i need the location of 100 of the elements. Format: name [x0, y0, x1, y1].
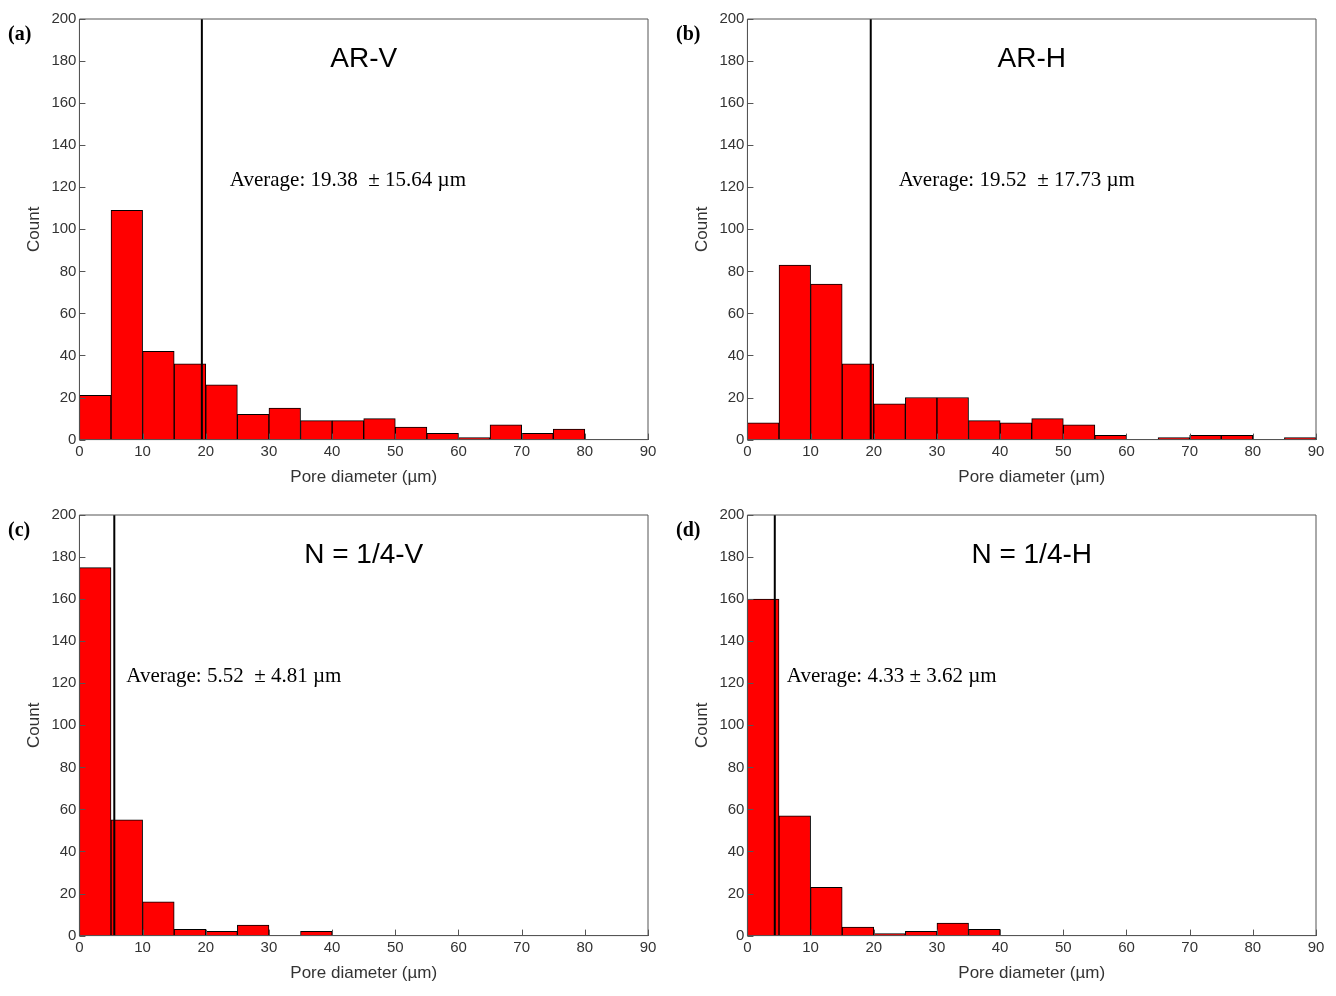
x-tick-label: 30	[260, 441, 278, 459]
y-tick-label: 120	[51, 673, 77, 691]
y-tick-label: 80	[727, 261, 745, 279]
x-tick-label: 20	[865, 441, 883, 459]
text: (a)	[8, 22, 32, 46]
y-tick-label: 20	[727, 883, 745, 901]
x-tick-label: 10	[802, 937, 819, 955]
x-tick-label: 20	[865, 937, 883, 955]
y-tick-label: 20	[59, 387, 77, 405]
y-tick-label: 80	[59, 261, 77, 279]
x-tick-label: 70	[1181, 441, 1198, 459]
y-tick-label: 100	[51, 219, 77, 237]
x-tick-label: 10	[134, 937, 151, 955]
ref-line-label: Average: 19.52 ± 17.73 µm	[898, 167, 1135, 192]
x-axis-title: Pore diameter (µm)	[958, 467, 1106, 487]
y-tick-label: 120	[719, 177, 745, 195]
y-axis-title: Count	[691, 206, 711, 252]
y-tick-label: 100	[51, 715, 77, 733]
x-tick-label: 20	[197, 441, 215, 459]
y-tick-label: 0	[736, 925, 745, 943]
y-axis-title: Count	[23, 702, 43, 748]
y-tick-label: 40	[727, 345, 745, 363]
x-tick-label: 80	[576, 937, 594, 955]
y-tick-label: 180	[719, 51, 745, 69]
x-tick-label: 30	[928, 937, 946, 955]
x-tick-label: 30	[928, 441, 946, 459]
y-tick-label: 200	[719, 9, 745, 27]
y-tick-label: 60	[727, 799, 745, 817]
x-tick-label: 10	[134, 441, 151, 459]
y-tick-label: 140	[719, 135, 745, 153]
x-tick-label: 80	[1244, 937, 1262, 955]
y-tick-label: 200	[51, 9, 77, 27]
x-tick-label: 30	[260, 937, 278, 955]
x-tick-label: 50	[386, 937, 404, 955]
y-tick-label: 200	[51, 505, 77, 523]
x-tick-label: 60	[1118, 937, 1135, 955]
y-tick-label: 140	[51, 631, 77, 649]
x-tick-label: 70	[513, 937, 530, 955]
ref-line-label: Average: 5.52 ± 4.81 µm	[126, 663, 342, 688]
y-tick-label: 180	[719, 547, 745, 565]
y-tick-label: 60	[59, 799, 77, 817]
x-tick-label: 40	[991, 937, 1009, 955]
x-tick-label: 60	[450, 441, 467, 459]
x-tick-label: 80	[576, 441, 594, 459]
y-tick-label: 0	[736, 429, 745, 447]
text: AR-H	[997, 41, 1066, 73]
x-tick-label: 60	[450, 937, 467, 955]
y-tick-label: 0	[68, 429, 77, 447]
x-tick-label: 90	[1307, 441, 1325, 459]
y-tick-label: 100	[719, 219, 745, 237]
y-tick-label: 140	[51, 135, 77, 153]
text: N = 1/4-H	[971, 537, 1093, 569]
y-tick-label: 80	[727, 757, 745, 775]
text: (d)	[676, 518, 701, 542]
y-tick-label: 60	[59, 303, 77, 321]
x-tick-label: 50	[386, 441, 404, 459]
x-tick-label: 40	[991, 441, 1009, 459]
x-tick-label: 90	[639, 441, 657, 459]
y-tick-label: 40	[59, 841, 77, 859]
x-tick-label: 50	[1054, 441, 1072, 459]
y-tick-label: 80	[59, 757, 77, 775]
y-axis-title: Count	[23, 206, 43, 252]
y-tick-label: 40	[59, 345, 77, 363]
x-tick-label: 90	[639, 937, 657, 955]
x-tick-label: 90	[1307, 937, 1325, 955]
y-tick-label: 160	[719, 93, 745, 111]
y-tick-label: 0	[68, 925, 77, 943]
ref-line-label: Average: 19.38 ± 15.64 µm	[229, 167, 466, 192]
y-tick-label: 120	[719, 673, 745, 691]
y-tick-label: 20	[727, 387, 745, 405]
y-tick-label: 180	[51, 51, 77, 69]
x-tick-label: 70	[513, 441, 530, 459]
y-tick-label: 160	[51, 589, 77, 607]
y-axis-title: Count	[691, 702, 711, 748]
text: N = 1/4-V	[304, 537, 424, 569]
text: AR-V	[330, 41, 398, 73]
y-tick-label: 20	[59, 883, 77, 901]
y-tick-label: 180	[51, 547, 77, 565]
ref-line-label: Average: 4.33 ± 3.62 µm	[786, 663, 997, 688]
y-tick-label: 140	[719, 631, 745, 649]
y-tick-label: 160	[51, 93, 77, 111]
x-tick-label: 70	[1181, 937, 1198, 955]
x-tick-label: 50	[1054, 937, 1072, 955]
text: (c)	[8, 518, 31, 542]
x-tick-label: 20	[197, 937, 215, 955]
x-axis-title: Pore diameter (µm)	[290, 963, 438, 983]
x-axis-title: Pore diameter (µm)	[290, 467, 438, 487]
x-axis-title: Pore diameter (µm)	[958, 963, 1106, 983]
y-tick-label: 100	[719, 715, 745, 733]
x-tick-label: 80	[1244, 441, 1262, 459]
y-tick-label: 60	[727, 303, 745, 321]
y-tick-label: 40	[727, 841, 745, 859]
y-tick-label: 160	[719, 589, 745, 607]
y-tick-label: 120	[51, 177, 77, 195]
y-tick-label: 200	[719, 505, 745, 523]
x-tick-label: 40	[323, 441, 341, 459]
x-tick-label: 10	[802, 441, 819, 459]
x-tick-label: 60	[1118, 441, 1135, 459]
text: (b)	[676, 22, 701, 46]
x-tick-label: 40	[323, 937, 341, 955]
